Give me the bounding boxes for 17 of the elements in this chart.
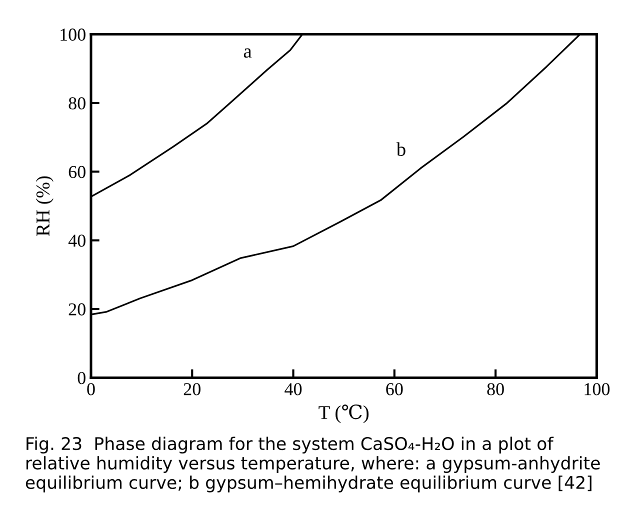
x-tick-label: 80 [487,383,504,396]
series-label: b [396,142,406,156]
y-axis-title: RH (%) [36,176,54,236]
y-tick-label: 100 [60,28,86,41]
x-tick-label: 20 [184,383,200,396]
x-tick-label: 40 [284,383,302,396]
caption: Fig. 23 Phase diagram for the system CaSO₄-H₂O in a plot of relative humidity versus temperature, where: a gypsum-anhydrite equilibrium curve; b gypsum–hemihydrate equilibrium curve [42] [26,436,600,492]
y-tick-label: 80 [68,97,86,110]
x-axis-title: T (℃) [318,404,369,424]
y-tick-label: 60 [68,166,86,178]
x-tick-label: 0 [87,383,95,396]
series-label: a [244,48,252,58]
x-tick-label: 60 [386,383,403,396]
y-tick-label: 20 [68,303,86,316]
y-tick-label: 40 [68,234,86,247]
x-tick-label: 100 [584,383,610,396]
y-tick-label: 0 [78,372,86,384]
